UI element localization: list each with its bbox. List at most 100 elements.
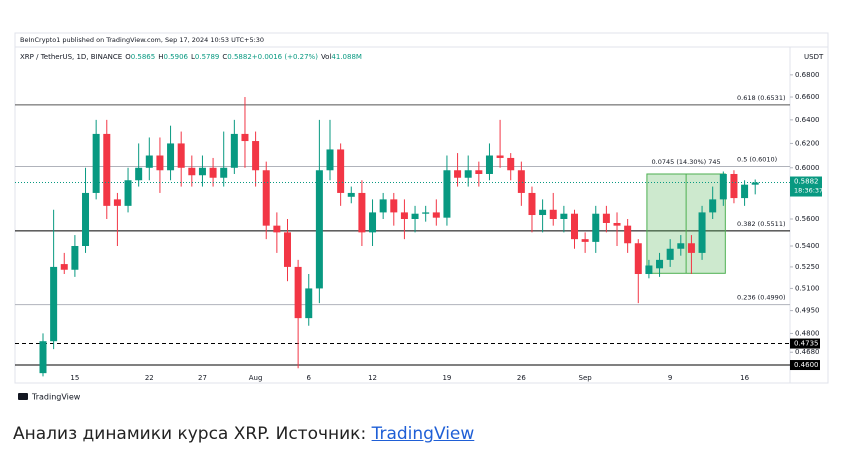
candle-body (390, 199, 398, 213)
legend-symbol: XRP / TetherUS, 1D, BINANCE (20, 53, 122, 61)
candle-body (113, 199, 121, 206)
x-tick-label: 22 (145, 374, 154, 382)
candle-body (634, 243, 642, 275)
legend-value: 0.5865 (131, 53, 156, 61)
y-tick-label: 0.6400 (795, 116, 820, 124)
attribution: TradingView (31, 393, 81, 402)
x-tick-label: 15 (70, 374, 79, 382)
candle-body (666, 248, 674, 260)
last-price-tag (790, 176, 822, 197)
price-tag (790, 360, 820, 371)
currency: USDT (804, 53, 824, 61)
legend-label: Vol (321, 53, 332, 61)
candle-body (645, 265, 653, 275)
source-link[interactable]: TradingView (371, 424, 475, 444)
legend-label: O (125, 53, 131, 61)
candle-body (103, 133, 111, 206)
candle-body (230, 133, 238, 168)
candle-body (167, 143, 175, 171)
legend-value: 0.5906 (163, 53, 188, 61)
candle-body (528, 192, 536, 216)
candle-body (730, 173, 738, 199)
candle-body (443, 170, 451, 218)
candle-body (71, 245, 79, 270)
candle-body (337, 149, 345, 193)
candle-body (613, 222, 621, 226)
last-price-label: 0.5882 (794, 178, 819, 186)
candle-body (549, 209, 557, 219)
candle-body (283, 232, 291, 267)
measure-label: 0.0745 (14.30%) 745 (652, 158, 721, 166)
x-tick-label: Sep (579, 374, 593, 382)
x-tick-label: Aug (249, 374, 263, 382)
price-tag-label: 0.4600 (794, 361, 819, 369)
x-tick-label: 6 (307, 374, 312, 382)
x-tick-label: 9 (668, 374, 672, 382)
candle-body (198, 167, 206, 176)
y-tick-label: 0.6600 (795, 93, 820, 101)
candle-body (262, 170, 270, 226)
candle-body (50, 266, 58, 342)
y-tick-label: 0.4950 (795, 307, 820, 315)
candle-body (496, 155, 504, 158)
candle-body (475, 170, 483, 174)
candle-body (581, 239, 589, 242)
candle-body (464, 170, 472, 178)
y-tick-label: 0.5100 (795, 284, 820, 292)
legend-label: H (158, 53, 163, 61)
candle-body (560, 213, 568, 219)
legend-label: L (191, 53, 195, 61)
candle-body (719, 173, 727, 200)
countdown: 18:36:37 (794, 187, 823, 195)
candle-body (602, 213, 610, 223)
x-tick-label: 19 (442, 374, 451, 382)
candle-body (571, 213, 578, 240)
y-tick-label: 0.5600 (795, 215, 820, 223)
legend: XRP / TetherUS, 1D, BINANCE O0.5865 H0.590… (20, 53, 362, 61)
candle-body (124, 180, 132, 206)
x-tick-label: 12 (368, 374, 377, 382)
y-tick-label: 0.5400 (795, 242, 820, 250)
chart-frame (14, 32, 829, 384)
candle-body (220, 167, 228, 178)
legend-label: C (222, 53, 227, 61)
candle-body (347, 192, 355, 197)
candle-body (188, 167, 196, 176)
candle-body (92, 133, 100, 193)
level-label: 0.618 (0.6531) (737, 94, 786, 102)
candle-body (379, 199, 387, 213)
chart: BeInCrypto1 published on TradingView.com… (14, 32, 829, 402)
candle-body (687, 243, 695, 253)
tradingview-logo: TradingView (18, 393, 81, 402)
candle-body (60, 264, 68, 270)
candle-body (252, 141, 260, 171)
y-tick-label: 0.6200 (795, 139, 820, 147)
x-tick-label: 26 (517, 374, 526, 382)
candle-body (539, 209, 547, 216)
y-tick-label: 0.5250 (795, 263, 820, 271)
candle-body (432, 212, 440, 218)
legend-value: 0.5789 (195, 53, 220, 61)
candle-body (624, 225, 632, 244)
candle-body (698, 212, 706, 253)
price-tag (790, 338, 820, 349)
header: BeInCrypto1 published on TradingView.com… (20, 36, 264, 44)
candle-body (411, 213, 419, 219)
y-tick-label: 0.4800 (795, 329, 820, 337)
x-tick-label: 27 (198, 374, 207, 382)
candle-body (517, 170, 525, 193)
legend-value: 41.088M (331, 53, 362, 61)
level-label: 0.382 (0.5511) (737, 220, 786, 228)
candle-body (358, 192, 366, 233)
candle-body (241, 133, 249, 142)
candle-body (39, 341, 47, 374)
caption-text: Анализ динамики курса XRP. Источник: (13, 424, 372, 444)
legend-value: 0.5882 (227, 53, 252, 61)
candle-body (454, 170, 462, 178)
candle-body (82, 192, 90, 246)
y-tick-label: 0.6800 (795, 71, 820, 79)
x-tick-label: 16 (740, 374, 749, 382)
candle-body (741, 184, 749, 199)
candle-body (273, 225, 281, 233)
legend-value: +0.0016 (+0.27%) (252, 53, 318, 61)
